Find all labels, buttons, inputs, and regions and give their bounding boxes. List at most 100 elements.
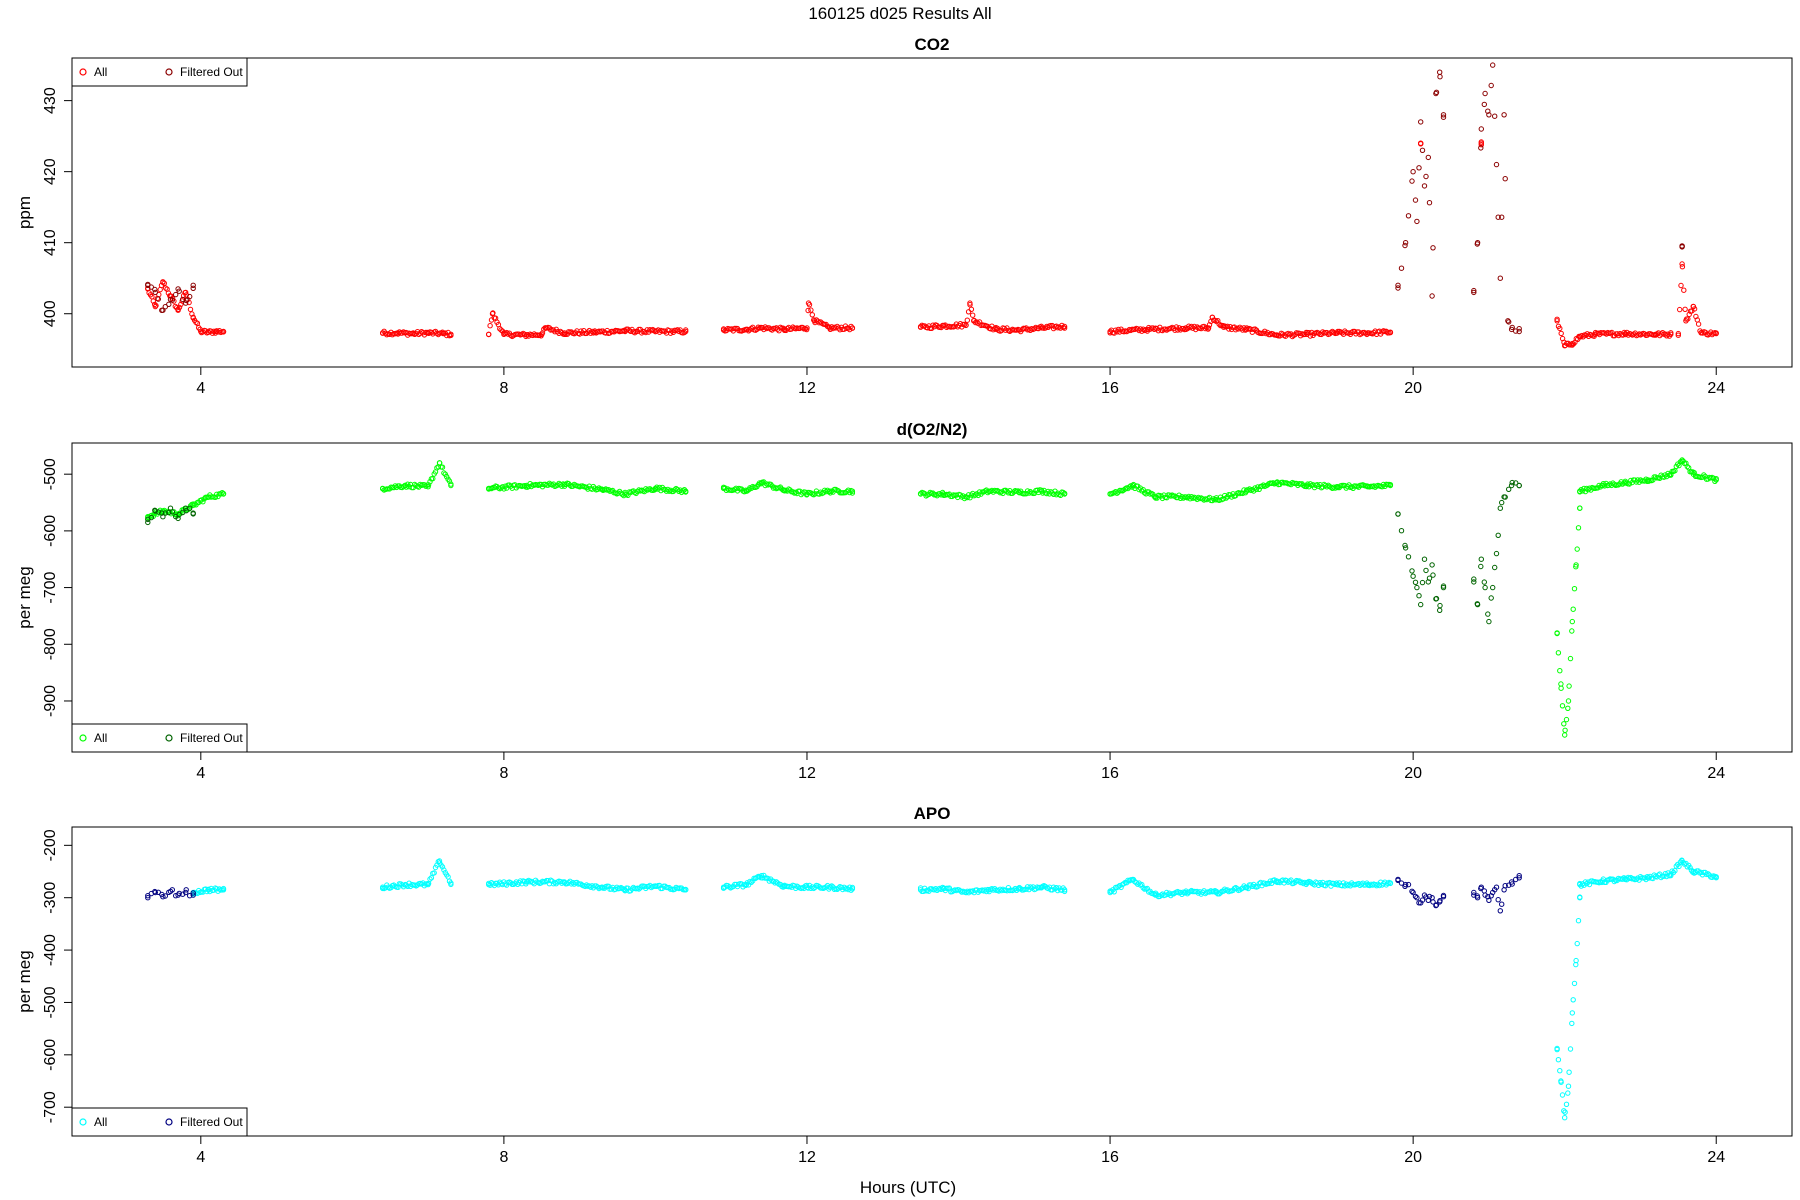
data-point: [1569, 340, 1576, 347]
y-tick-label: 420: [42, 158, 59, 185]
x-tick-label: 4: [196, 1149, 205, 1166]
data-point: [1000, 490, 1006, 497]
data-point: [1669, 868, 1675, 874]
data-point: [1039, 884, 1045, 890]
data-point: [1558, 330, 1564, 337]
data-point: [1682, 306, 1688, 312]
data-point: [1418, 140, 1424, 146]
data-point: [1039, 325, 1045, 331]
data-point: [1474, 601, 1481, 608]
data-point: [1426, 200, 1433, 206]
data-point: [1471, 892, 1477, 898]
data-point: [1425, 579, 1432, 585]
y-tick-label: 410: [42, 229, 59, 256]
data-point: [183, 300, 189, 306]
data-point: [1485, 894, 1491, 900]
data-point: [1562, 343, 1568, 349]
data-point: [1414, 895, 1420, 901]
data-point: [1471, 579, 1477, 585]
data-point: [1633, 876, 1640, 882]
data-point: [1622, 480, 1629, 486]
data-point: [622, 887, 628, 893]
data-point: [1409, 178, 1415, 184]
data-point: [1128, 483, 1134, 489]
data-point: [486, 485, 492, 492]
data-point: [1395, 511, 1401, 517]
data-point: [1049, 887, 1056, 893]
data-point: [1675, 332, 1682, 338]
data-point: [1471, 289, 1477, 296]
data-point: [1437, 899, 1443, 905]
data-point: [1430, 245, 1436, 251]
data-point: [1485, 611, 1491, 617]
data-point: [743, 326, 750, 333]
data-point: [1679, 457, 1685, 463]
data-point: [1690, 471, 1697, 477]
y-tick-label: -700: [42, 1091, 59, 1123]
data-point: [1592, 331, 1598, 337]
data-point: [1220, 496, 1227, 502]
data-point: [1130, 482, 1136, 489]
data-point: [1577, 505, 1583, 511]
data-point: [380, 485, 386, 492]
data-point: [1412, 197, 1419, 203]
data-point: [849, 325, 856, 331]
data-point: [1505, 318, 1511, 324]
data-point: [205, 329, 212, 335]
data-point: [176, 304, 183, 311]
data-point: [501, 486, 507, 492]
data-point: [1061, 887, 1068, 893]
data-point: [1497, 505, 1504, 511]
page-title: 160125 d025 Results All: [808, 4, 991, 23]
data-point: [827, 325, 833, 331]
data-point: [1212, 317, 1218, 323]
data-point: [1509, 479, 1515, 486]
data-point: [625, 492, 631, 498]
data-point: [1713, 330, 1719, 337]
data-point: [162, 510, 169, 516]
data-point: [917, 324, 924, 330]
data-point: [928, 325, 935, 331]
data-point: [972, 492, 979, 498]
data-point: [1554, 630, 1560, 636]
data-point: [1712, 478, 1718, 484]
data-point: [1490, 889, 1496, 896]
data-point: [1387, 880, 1394, 886]
data-point: [1429, 895, 1435, 901]
series-all: [145, 457, 1719, 738]
data-point: [1395, 285, 1401, 291]
x-tick-label: 4: [196, 380, 205, 397]
y-axis-label-do2n2: per meg: [15, 566, 34, 628]
panel-do2n2: d(O2/N2) 4 8 12 16 20 24 -900 -800 -700 -600 -500 pe…: [15, 420, 1793, 782]
y-tick-label: -400: [42, 934, 59, 966]
data-point: [748, 879, 754, 885]
data-point: [1652, 331, 1659, 337]
data-point: [1183, 494, 1189, 500]
data-point: [1405, 881, 1412, 888]
data-point: [187, 306, 194, 313]
data-point: [1027, 884, 1034, 890]
data-point: [1402, 881, 1409, 888]
data-point: [815, 318, 821, 324]
data-point: [1256, 486, 1262, 492]
data-point: [632, 330, 638, 336]
data-point: [167, 296, 174, 303]
data-point: [1495, 897, 1501, 903]
data-point: [577, 331, 583, 337]
data-point: [1562, 1109, 1568, 1115]
legend-label: Filtered Out: [180, 1115, 243, 1129]
data-point: [436, 460, 443, 466]
data-point: [1437, 74, 1443, 80]
data-point: [720, 485, 727, 492]
legend-marker: [79, 734, 87, 742]
data-point: [1569, 1010, 1576, 1016]
x-tick-label: 24: [1707, 765, 1725, 782]
data-point: [683, 488, 689, 494]
data-point: [1334, 484, 1341, 490]
data-point: [1409, 888, 1415, 894]
data-point: [1437, 607, 1443, 613]
data-point: [1497, 908, 1504, 914]
data-point: [1574, 546, 1580, 552]
